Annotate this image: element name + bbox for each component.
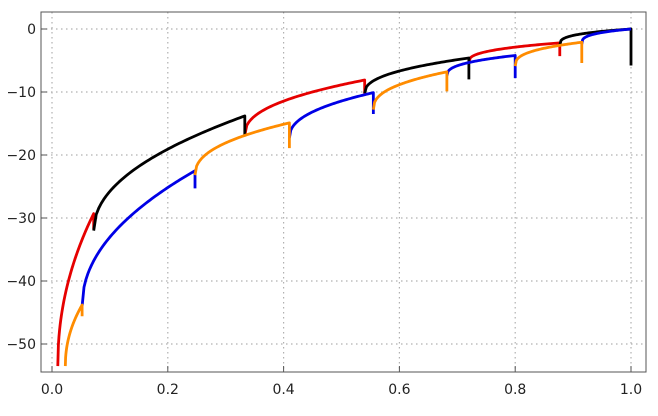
y-tick-label: −20 <box>6 148 36 164</box>
y-tick-label: −50 <box>6 337 36 353</box>
series-line-segment <box>63 303 84 367</box>
series-4 <box>63 40 584 367</box>
series-1 <box>56 41 562 367</box>
y-tick-label: −10 <box>6 85 36 101</box>
x-tick-label: 1.0 <box>620 382 642 398</box>
plot-frame <box>40 11 647 373</box>
x-tick-label: 0.2 <box>157 382 179 398</box>
data-series <box>56 27 633 367</box>
series-3 <box>80 27 632 307</box>
series-line-segment <box>243 78 367 136</box>
series-line-segment <box>56 212 96 367</box>
series-line-segment <box>371 70 449 110</box>
series-line-segment <box>193 121 291 176</box>
series-line-segment <box>467 41 562 63</box>
series-line-segment <box>363 56 471 94</box>
series-line-segment <box>580 27 632 45</box>
x-tick-label: 0.6 <box>388 382 410 398</box>
y-tick-label: 0 <box>27 22 36 38</box>
grid-lines <box>41 12 646 372</box>
y-tick-label: −40 <box>6 274 36 290</box>
series-line-segment <box>92 114 247 231</box>
y-tick-label: −30 <box>6 211 36 227</box>
series-line-segment <box>80 169 197 307</box>
x-tick-label: 0.8 <box>504 382 526 398</box>
axis-ticks: 0.0 0.2 0.4 0.6 0.8 1.0 0 −10 −20 −30 −40 −50 <box>6 22 642 398</box>
x-tick-label: 0.0 <box>41 382 63 398</box>
series-2 <box>92 27 633 231</box>
series-line-segment <box>513 40 584 67</box>
series-line-segment <box>288 91 375 139</box>
x-tick-label: 0.4 <box>272 382 294 398</box>
series-line-segment <box>445 54 517 79</box>
